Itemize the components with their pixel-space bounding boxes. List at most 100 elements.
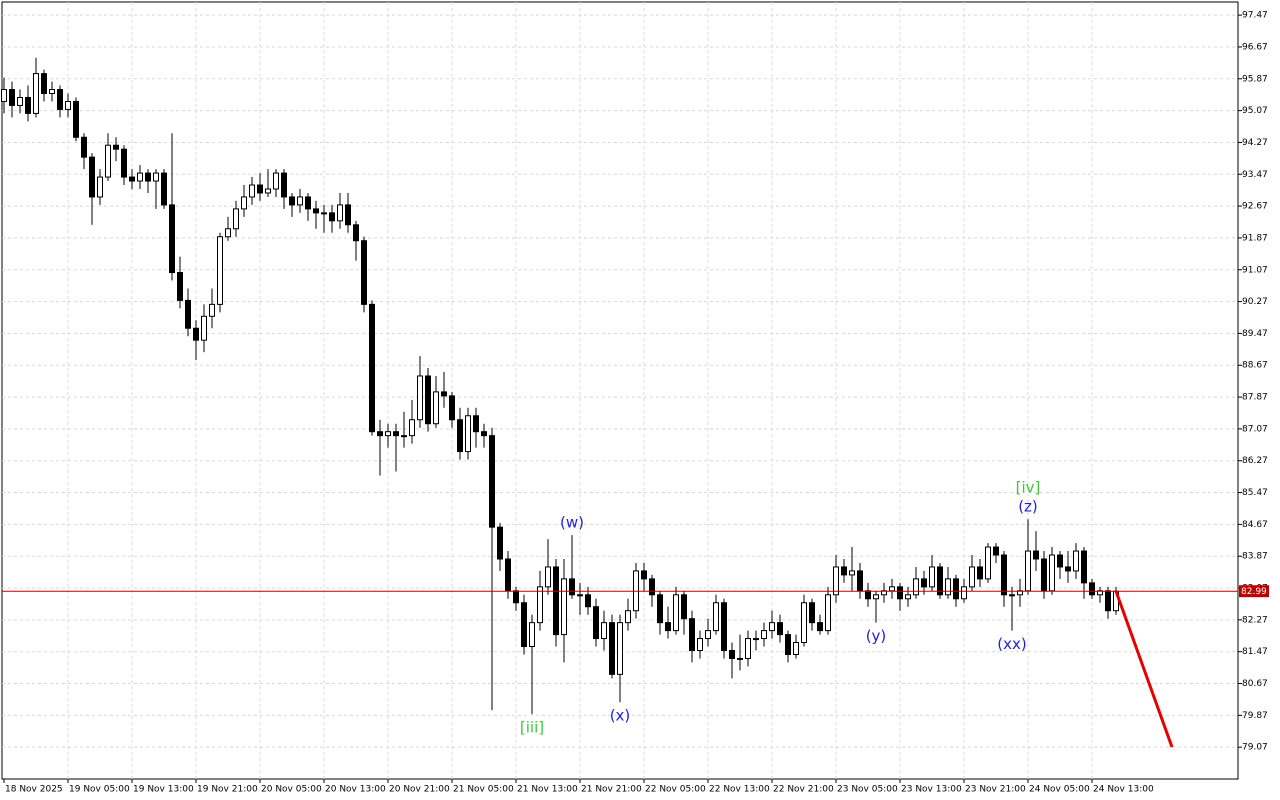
candle-body bbox=[809, 602, 815, 624]
candle-body bbox=[913, 578, 919, 596]
y-tick-label: 90.27 bbox=[1242, 297, 1268, 307]
candle-body bbox=[601, 622, 607, 640]
candle-body bbox=[577, 594, 583, 597]
y-tick-label: 80.67 bbox=[1242, 679, 1268, 689]
y-tick-label: 85.47 bbox=[1242, 488, 1268, 498]
candle-body bbox=[713, 602, 719, 632]
candle-body bbox=[1041, 558, 1047, 592]
candle-body bbox=[81, 136, 87, 158]
wave-label: [iv] bbox=[1016, 479, 1041, 497]
x-tick-label: 21 Nov 21:00 bbox=[581, 785, 642, 795]
x-tick-label: 18 Nov 2025 bbox=[5, 785, 63, 795]
candle-body bbox=[105, 144, 111, 178]
candle-body bbox=[1065, 566, 1071, 572]
y-tick-label: 83.87 bbox=[1242, 552, 1268, 562]
candle-body bbox=[353, 224, 359, 242]
y-tick-label: 84.67 bbox=[1242, 520, 1268, 530]
candle-body bbox=[1105, 590, 1111, 612]
price-label-box bbox=[1239, 585, 1269, 598]
x-tick-label: 22 Nov 21:00 bbox=[773, 785, 834, 795]
candle-body bbox=[217, 236, 223, 305]
candle-body bbox=[905, 594, 911, 600]
candle-body bbox=[569, 578, 575, 596]
candle-body bbox=[705, 630, 711, 640]
candle-body bbox=[673, 594, 679, 632]
candle-body bbox=[249, 184, 255, 198]
x-tick-label: 22 Nov 05:00 bbox=[645, 785, 706, 795]
candle-body bbox=[721, 602, 727, 651]
candle-body bbox=[753, 638, 759, 641]
wave-label: (z) bbox=[1018, 498, 1038, 516]
wave-label: (xx) bbox=[997, 635, 1026, 653]
y-tick-label: 95.87 bbox=[1242, 74, 1268, 84]
candle-body bbox=[873, 594, 879, 600]
candle-body bbox=[265, 188, 271, 194]
y-tick-label: 79.87 bbox=[1242, 711, 1268, 721]
candle-body bbox=[385, 431, 391, 437]
candle-body bbox=[1073, 550, 1079, 572]
x-tick-label: 21 Nov 13:00 bbox=[517, 785, 578, 795]
x-tick-label: 20 Nov 21:00 bbox=[389, 785, 450, 795]
candle-body bbox=[305, 196, 311, 210]
x-tick-label: 19 Nov 21:00 bbox=[197, 785, 258, 795]
candle-body bbox=[513, 590, 519, 604]
candle-body bbox=[697, 638, 703, 651]
y-tick-label: 82.27 bbox=[1242, 615, 1268, 625]
candle-body bbox=[185, 299, 191, 329]
x-tick-label: 24 Nov 13:00 bbox=[1093, 785, 1154, 795]
candle-body bbox=[1001, 554, 1007, 596]
candle-body bbox=[1081, 550, 1087, 584]
candle-body bbox=[777, 622, 783, 636]
candle-body bbox=[161, 172, 167, 206]
candle-body bbox=[489, 435, 495, 528]
candle-body bbox=[985, 546, 991, 580]
candle-body bbox=[937, 566, 943, 596]
candle-body bbox=[9, 89, 15, 106]
candle-body bbox=[665, 622, 671, 632]
candle-body bbox=[41, 73, 47, 95]
candle-body bbox=[209, 303, 215, 317]
candle-body bbox=[529, 622, 535, 648]
candle-body bbox=[417, 375, 423, 421]
candle-body bbox=[473, 415, 479, 433]
candle-body bbox=[449, 395, 455, 421]
x-tick-label: 19 Nov 13:00 bbox=[133, 785, 194, 795]
candle-body bbox=[409, 419, 415, 437]
candle-body bbox=[257, 184, 263, 194]
candle-body bbox=[337, 204, 343, 222]
candle-body bbox=[193, 327, 199, 341]
candle-body bbox=[121, 148, 127, 178]
candle-body bbox=[945, 578, 951, 596]
candle-body bbox=[73, 100, 79, 138]
wave-label: (w) bbox=[560, 514, 584, 532]
candle-body bbox=[537, 586, 543, 624]
candle-body bbox=[625, 610, 631, 624]
wave-label: (y) bbox=[866, 627, 887, 645]
x-tick-label: 22 Nov 13:00 bbox=[709, 785, 770, 795]
candle-body bbox=[441, 391, 447, 397]
candle-body bbox=[825, 594, 831, 632]
price-label: 82.99 bbox=[1241, 587, 1267, 597]
candle-body bbox=[145, 172, 151, 182]
candle-body bbox=[593, 606, 599, 640]
candle-body bbox=[129, 176, 135, 182]
candle-body bbox=[281, 172, 287, 198]
candle-body bbox=[1049, 554, 1055, 592]
candle-body bbox=[921, 578, 927, 588]
candle-body bbox=[377, 431, 383, 437]
candle-body bbox=[89, 156, 95, 198]
candle-body bbox=[49, 89, 55, 95]
candle-body bbox=[953, 578, 959, 600]
candle-body bbox=[1089, 582, 1095, 596]
candle-body bbox=[201, 315, 207, 341]
candle-body bbox=[617, 622, 623, 675]
candle-body bbox=[649, 578, 655, 596]
wave-label: [iii] bbox=[520, 719, 544, 737]
candle-body bbox=[1009, 594, 1015, 597]
x-tick-label: 24 Nov 05:00 bbox=[1029, 785, 1090, 795]
candle-body bbox=[241, 196, 247, 210]
forecast-line bbox=[1114, 590, 1174, 748]
candle-body bbox=[521, 602, 527, 648]
